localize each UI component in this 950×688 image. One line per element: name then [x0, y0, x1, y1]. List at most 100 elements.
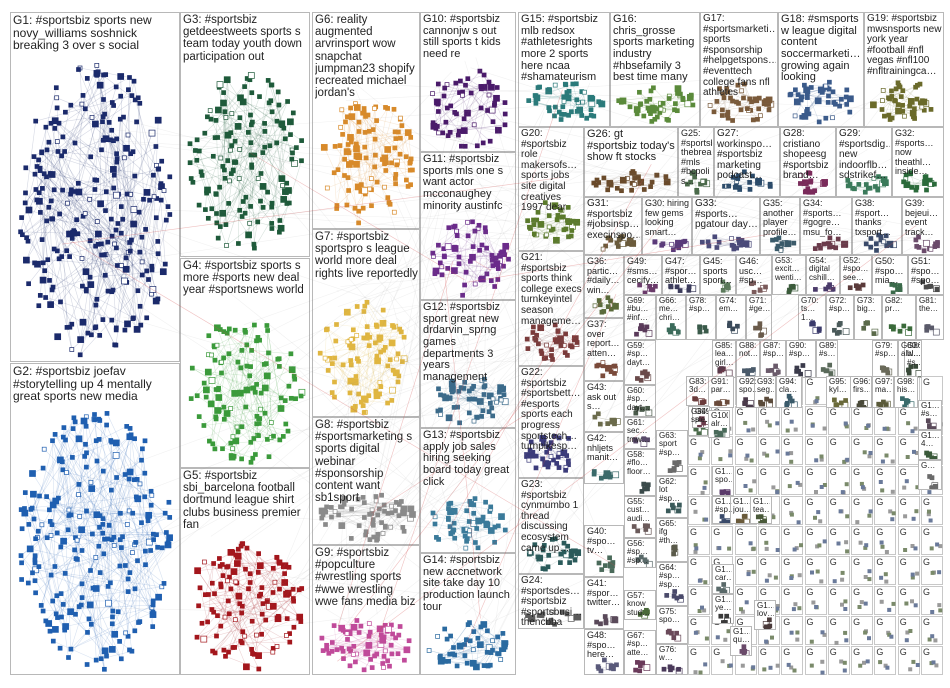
- node: [109, 487, 114, 493]
- edge: [355, 644, 392, 663]
- edge: [222, 431, 239, 449]
- node: [874, 248, 879, 253]
- edge: [60, 546, 76, 615]
- node: [485, 628, 490, 634]
- node: [34, 164, 40, 169]
- edge: [217, 327, 241, 394]
- node: [373, 498, 379, 504]
- group-panel-g27: G27: workinspo… #sportsbiz marketing pod…: [714, 127, 780, 197]
- group-label: G33: #sports… pgatour day…: [695, 199, 758, 231]
- small-group-cell: G: [688, 526, 710, 555]
- node: [144, 268, 150, 274]
- edge: [60, 459, 154, 540]
- group-panel-g4: G4: #sportsbiz sports s more #sports new…: [180, 258, 310, 468]
- node: [404, 177, 409, 183]
- node: [356, 630, 362, 635]
- node: [626, 237, 634, 245]
- edge: [556, 219, 558, 241]
- node: [250, 651, 255, 656]
- node: [229, 111, 235, 116]
- node: [600, 246, 606, 252]
- node: [870, 101, 877, 109]
- small-group-nodes: [882, 426, 891, 432]
- node: [353, 152, 361, 160]
- node: [436, 386, 441, 392]
- node: [735, 82, 741, 88]
- edge: [82, 99, 104, 287]
- group-panel-g47: G47: #spor… athlet…: [662, 255, 700, 295]
- node: [727, 546, 732, 551]
- node: [140, 446, 145, 452]
- group-label: G13: #sportsbiz apply job sales hiring s…: [423, 430, 510, 488]
- node: [252, 245, 257, 251]
- edge: [79, 420, 85, 517]
- node: [236, 552, 242, 558]
- node: [697, 456, 702, 461]
- small-group-nodes: [742, 420, 755, 433]
- edge: [433, 225, 480, 257]
- edge: [358, 361, 399, 383]
- node: [263, 372, 271, 380]
- edge: [51, 496, 137, 525]
- node: [546, 213, 552, 218]
- node: [131, 477, 137, 483]
- edge: [474, 225, 480, 285]
- node: [487, 138, 493, 144]
- edge: [220, 362, 252, 443]
- edge: [240, 367, 274, 437]
- node: [217, 184, 222, 190]
- node: [382, 648, 388, 654]
- node: [702, 608, 707, 613]
- group-label: G15: #sportsbiz mlb redsox #athletesrigh…: [521, 14, 599, 84]
- edge: [72, 457, 122, 548]
- node: [234, 424, 240, 430]
- node: [148, 488, 154, 494]
- small-group-label: G: [783, 587, 791, 597]
- small-group-label: G: [853, 647, 861, 657]
- node: [112, 342, 118, 348]
- node: [789, 419, 794, 424]
- edge: [634, 173, 666, 177]
- edge: [50, 535, 69, 658]
- node: [879, 540, 884, 545]
- edge: [535, 83, 577, 96]
- node: [345, 637, 350, 642]
- node: [746, 572, 751, 577]
- node: [22, 490, 28, 495]
- node: [602, 657, 607, 663]
- node: [820, 630, 824, 635]
- node: [558, 207, 563, 213]
- node: [663, 178, 671, 186]
- edge: [189, 162, 261, 202]
- node: [526, 98, 532, 103]
- edge: [120, 513, 131, 573]
- edge: [80, 133, 153, 340]
- group-label: G40: #spo… tv…: [587, 527, 616, 556]
- node: [218, 155, 224, 161]
- node: [364, 324, 370, 329]
- node: [43, 295, 48, 300]
- node: [867, 454, 872, 459]
- node: [742, 81, 747, 87]
- node: [242, 633, 248, 639]
- edge: [344, 499, 396, 511]
- edge: [222, 134, 291, 214]
- node: [276, 102, 282, 108]
- edge: [115, 229, 139, 291]
- edge: [134, 542, 169, 589]
- edge: [466, 528, 506, 531]
- node: [216, 81, 224, 88]
- node: [94, 177, 100, 183]
- group-panel-g32: G32: #sports… now theathl… inside…: [892, 127, 944, 197]
- node: [73, 556, 79, 561]
- edge: [205, 594, 290, 643]
- group-nodes: [770, 235, 797, 253]
- edge: [214, 330, 236, 361]
- node: [265, 189, 270, 195]
- node: [277, 405, 285, 412]
- node: [470, 244, 476, 249]
- small-group-label: G: [690, 497, 698, 507]
- edge: [215, 137, 295, 164]
- edge: [469, 640, 474, 664]
- node: [129, 237, 134, 243]
